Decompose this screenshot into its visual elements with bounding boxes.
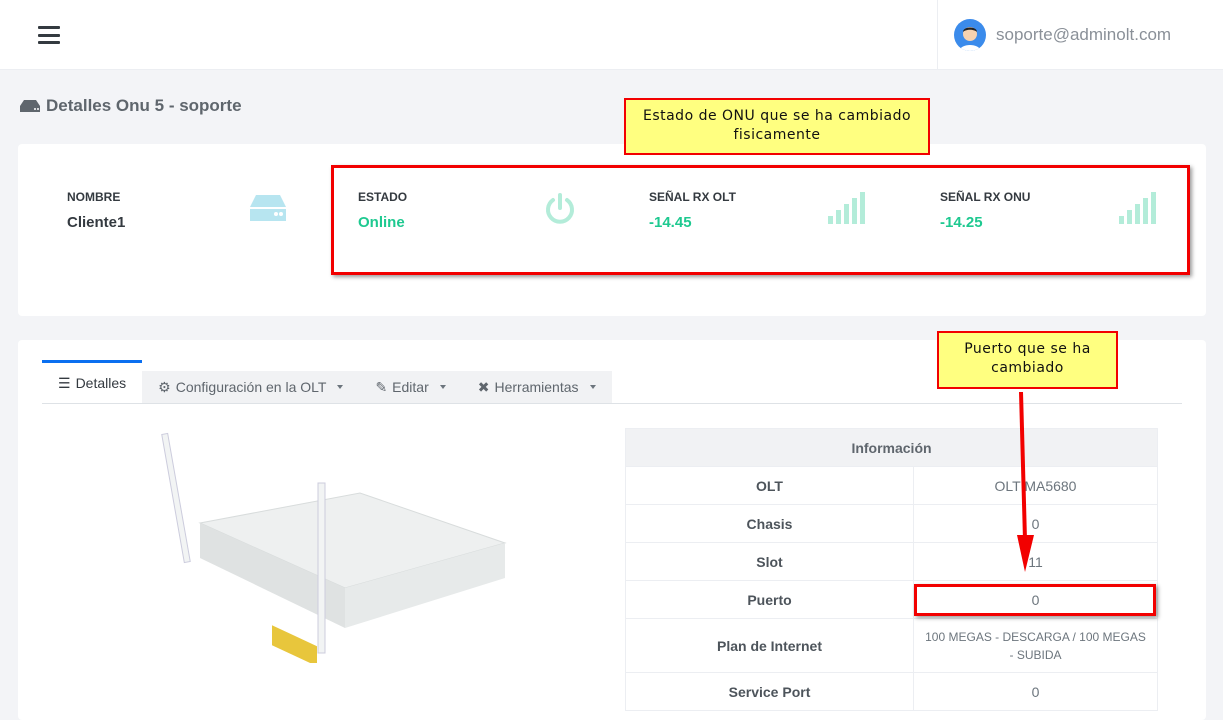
user-menu[interactable]: soporte@adminolt.com [937,0,1223,70]
caret-down-icon [589,385,596,389]
table-row: OLT OLT MA5680 [625,466,1158,505]
signal-icon [828,192,865,224]
stat-senal-rx-olt: SEÑAL RX OLT -14.45 [649,190,736,231]
hdd-icon [250,195,286,221]
top-bar: soporte@adminolt.com [0,0,1223,70]
annotation-highlight-puerto [914,584,1156,616]
tab-configuracion-olt[interactable]: ⚙ Configuración en la OLT [142,371,360,403]
power-icon [546,193,574,224]
table-row: Chasis 0 [625,504,1158,543]
edit-icon: ✎ [375,378,388,395]
tab-divider [42,403,1182,404]
avatar [954,19,986,51]
info-table-title: Información [625,428,1158,467]
menu-toggle-icon[interactable] [38,26,60,44]
annotation-arrow [1017,391,1034,572]
signal-icon [1119,192,1156,224]
list-icon: ☰ [58,374,71,391]
tab-herramientas[interactable]: ✖ Herramientas [461,371,612,403]
caret-down-icon [337,385,344,389]
page-title: Detalles Onu 5 - soporte [20,96,242,116]
gear-icon: ⚙ [158,378,171,395]
annotation-note-estado: Estado de ONU que se ha cambiado fisicam… [624,98,930,155]
stat-nombre: NOMBRE Cliente1 [67,190,126,231]
stat-senal-rx-onu: SEÑAL RX ONU -14.25 [940,190,1031,231]
hdd-icon [20,100,40,112]
table-row: Service Port 0 [625,672,1158,711]
onu-router-image [161,432,507,663]
stat-estado: ESTADO Online [358,190,408,231]
caret-down-icon [439,385,446,389]
annotation-highlight-estado [331,165,1190,275]
summary-card [18,144,1206,316]
tools-icon: ✖ [477,378,490,395]
table-row: Slot 11 [625,542,1158,581]
tab-editar[interactable]: ✎ Editar [359,371,462,403]
annotation-note-puerto: Puerto que se ha cambiado [937,331,1118,389]
table-row: Plan de Internet 100 MEGAS - DESCARGA / 1… [625,618,1158,673]
user-email: soporte@adminolt.com [996,25,1172,44]
tab-bar: ☰ Detalles ⚙ Configuración en la OLT ✎ Edit… [42,360,612,403]
info-table: Información OLT OLT MA5680 Chasis 0 Slot 11… [625,428,1158,711]
tab-detalles[interactable]: ☰ Detalles [42,360,143,403]
